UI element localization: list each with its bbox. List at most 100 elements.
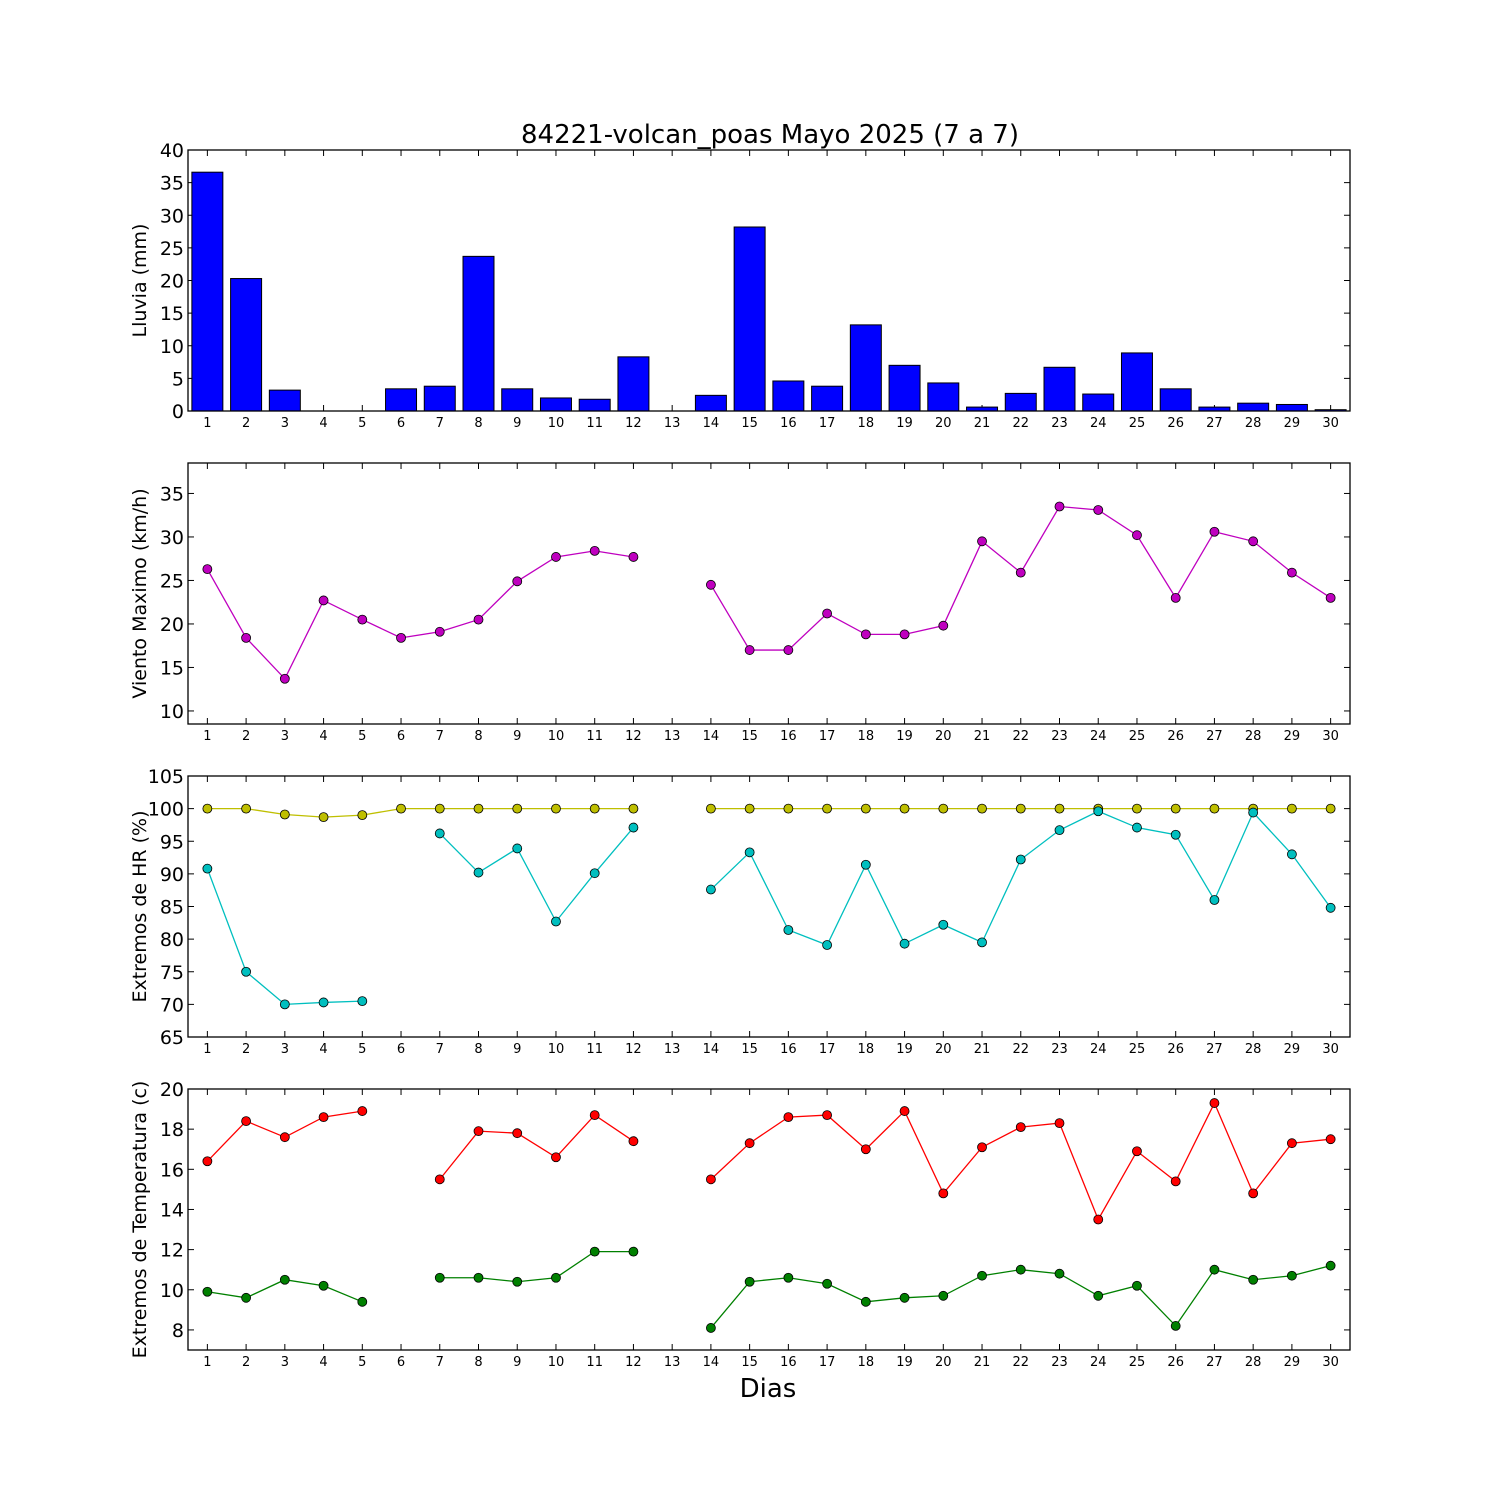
series-1-point-day-22 bbox=[1015, 803, 1026, 814]
series-1-point-day-1 bbox=[202, 564, 213, 575]
rain-bar-day-10 bbox=[539, 397, 572, 412]
x-tick-label: 30 bbox=[1322, 729, 1339, 744]
series-2-point-day-8 bbox=[473, 867, 484, 878]
series-1-point-day-20 bbox=[938, 1188, 949, 1199]
y-tick-label: 25 bbox=[160, 238, 184, 260]
axes-frame bbox=[187, 775, 1351, 1038]
x-tick-label: 17 bbox=[819, 1355, 836, 1370]
x-tick-label: 17 bbox=[819, 416, 836, 431]
x-tick-label: 17 bbox=[819, 1042, 836, 1057]
y-tick-label: 20 bbox=[160, 1079, 184, 1101]
series-1-point-day-30 bbox=[1325, 803, 1336, 814]
series-1-point-day-2 bbox=[241, 1116, 252, 1127]
x-tick-label: 13 bbox=[664, 1042, 681, 1057]
x-tick-label: 30 bbox=[1322, 1355, 1339, 1370]
x-tick-label: 29 bbox=[1284, 729, 1301, 744]
series-2-point-day-15 bbox=[744, 847, 755, 858]
rain-bar-day-17 bbox=[811, 385, 844, 412]
series-1-point-day-21 bbox=[977, 1142, 987, 1153]
series-1-point-day-5 bbox=[357, 810, 368, 821]
x-tick-label: 6 bbox=[397, 1042, 405, 1057]
y-tick-label: 35 bbox=[160, 483, 184, 505]
x-tick-label: 5 bbox=[358, 1355, 366, 1370]
series-1-point-day-8 bbox=[473, 614, 484, 625]
series-2-point-day-11 bbox=[589, 868, 600, 879]
series-2-point-day-12 bbox=[628, 822, 639, 833]
y-tick-label: 30 bbox=[160, 205, 184, 227]
series-1-point-day-24 bbox=[1093, 505, 1104, 515]
rain-bar-day-6 bbox=[385, 388, 418, 412]
rain-bar-day-12 bbox=[617, 356, 650, 412]
series-2-point-day-30 bbox=[1325, 902, 1336, 913]
rain-bar-day-24 bbox=[1082, 393, 1115, 412]
axes-frame bbox=[187, 149, 1351, 412]
x-tick-label: 25 bbox=[1129, 416, 1146, 431]
series-1-point-day-18 bbox=[860, 803, 871, 814]
y-tick-label: 5 bbox=[172, 368, 184, 390]
chart-title: 84221-volcan_poas Mayo 2025 (7 a 7) bbox=[521, 120, 1019, 150]
rain-bar-day-1 bbox=[191, 171, 224, 412]
series-1-point-day-11 bbox=[589, 545, 600, 556]
series-2-point-day-29 bbox=[1287, 1270, 1297, 1281]
series-1-point-day-16 bbox=[783, 803, 794, 814]
x-tick-label: 18 bbox=[858, 729, 875, 744]
x-tick-label: 7 bbox=[436, 1355, 444, 1370]
series-2-point-day-5 bbox=[357, 1296, 368, 1307]
x-tick-label: 6 bbox=[397, 416, 405, 431]
series-1-point-day-8 bbox=[473, 1126, 484, 1137]
series-2-point-day-28 bbox=[1248, 807, 1259, 818]
x-tick-label: 15 bbox=[741, 416, 758, 431]
rain-bar-day-20 bbox=[927, 382, 960, 412]
series-1-point-day-23 bbox=[1054, 501, 1065, 512]
series-2-point-day-10 bbox=[551, 1272, 561, 1283]
series-1-point-day-23 bbox=[1054, 803, 1065, 814]
series-2-point-day-26 bbox=[1170, 1321, 1181, 1331]
x-tick-label: 6 bbox=[397, 1355, 405, 1370]
x-tick-label: 13 bbox=[664, 1355, 681, 1370]
series-2-point-day-20 bbox=[938, 919, 949, 930]
y-tick-label: 35 bbox=[160, 173, 184, 195]
series-1-point-day-17 bbox=[822, 1110, 832, 1120]
x-tick-label: 9 bbox=[513, 729, 521, 744]
y-tick-label: 25 bbox=[160, 570, 184, 592]
rain-bar-day-29 bbox=[1275, 403, 1308, 412]
x-tick-label: 19 bbox=[896, 416, 913, 431]
x-tick-label: 10 bbox=[548, 416, 565, 431]
series-1-point-day-3 bbox=[279, 1132, 290, 1143]
series-1-point-day-6 bbox=[396, 632, 406, 643]
rain-bar-day-9 bbox=[501, 388, 534, 412]
y-tick-label: 14 bbox=[160, 1199, 184, 1221]
series-1-point-day-25 bbox=[1132, 1146, 1142, 1157]
x-tick-label: 1 bbox=[203, 1355, 211, 1370]
y-axis-label: Viento Maximo (km/h) bbox=[129, 488, 151, 698]
x-tick-label: 4 bbox=[319, 1355, 327, 1370]
x-tick-label: 24 bbox=[1090, 1355, 1107, 1370]
series-1-point-day-24 bbox=[1093, 1214, 1104, 1225]
series-2-point-day-3 bbox=[279, 1274, 290, 1285]
y-tick-label: 10 bbox=[160, 336, 184, 358]
y-tick-label: 90 bbox=[160, 864, 184, 886]
series-1-point-day-11 bbox=[589, 1110, 600, 1120]
series-1-point-day-12 bbox=[628, 552, 639, 562]
series-1-point-day-4 bbox=[318, 812, 329, 823]
x-tick-label: 9 bbox=[513, 1042, 521, 1057]
series-1-point-day-16 bbox=[783, 1112, 794, 1123]
series-2-point-day-2 bbox=[241, 1292, 252, 1303]
series-2-point-day-17 bbox=[822, 940, 832, 950]
x-tick-label: 9 bbox=[513, 416, 521, 431]
x-tick-label: 21 bbox=[974, 1042, 991, 1057]
x-tick-label: 16 bbox=[780, 1042, 797, 1057]
x-tick-label: 18 bbox=[858, 1042, 875, 1057]
x-tick-label: 7 bbox=[436, 416, 444, 431]
series-2-point-day-18 bbox=[860, 1296, 871, 1307]
series-1-point-day-26 bbox=[1170, 1176, 1181, 1187]
x-tick-label: 8 bbox=[474, 1355, 482, 1370]
series-1-point-day-30 bbox=[1325, 592, 1336, 603]
x-tick-label: 2 bbox=[242, 729, 250, 744]
y-tick-label: 105 bbox=[148, 766, 184, 788]
series-1-line bbox=[206, 550, 634, 680]
